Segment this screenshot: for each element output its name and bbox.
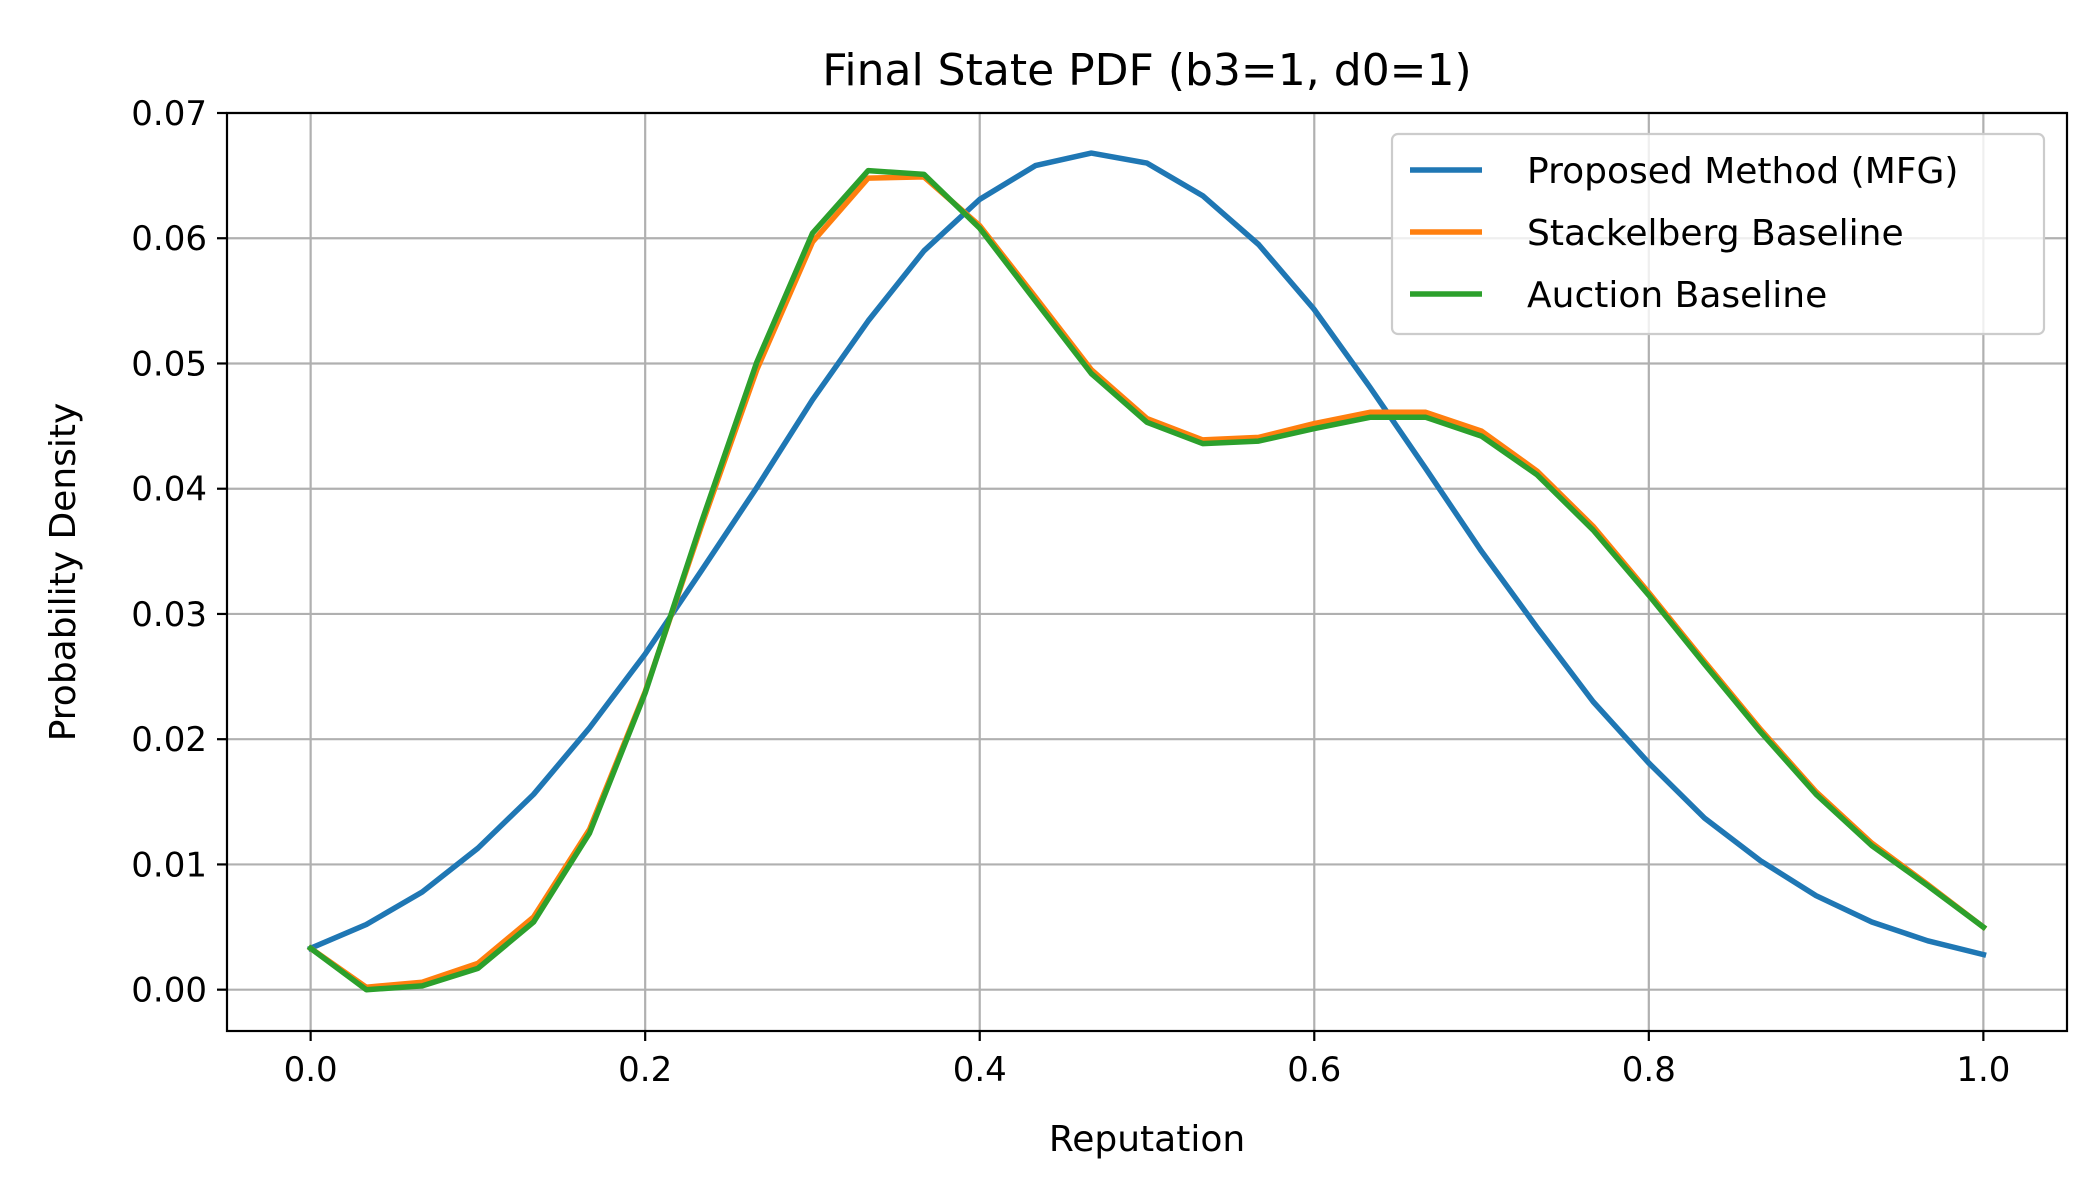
legend-box (1390, 132, 2046, 336)
x-tick-label: 0.6 (1287, 1050, 1341, 1090)
x-tick-label: 0.8 (1622, 1050, 1676, 1090)
chart-title: Final State PDF (b3=1, d0=1) (822, 45, 1471, 96)
y-tick-label: 0.01 (131, 845, 207, 885)
y-tick-label: 0.07 (131, 94, 207, 134)
y-tick-label: 0.03 (131, 595, 207, 635)
x-axis-label: Reputation (1049, 1119, 1245, 1160)
legend: Proposed Method (MFG) Stackelberg Baselin… (1390, 132, 2046, 336)
axis-ticks: 0.0 0.2 0.4 0.6 0.8 1.0 0.00 0.01 0.02 0.03 0.04 0.… (131, 94, 2010, 1090)
y-tick-label: 0.04 (131, 470, 207, 510)
y-axis-label: Probability Density (43, 403, 84, 742)
x-tick-label: 1.0 (1956, 1050, 2010, 1090)
legend-label: Stackelberg Baseline (1527, 213, 1904, 254)
legend-label: Proposed Method (MFG) (1527, 151, 1958, 192)
y-tick-label: 0.00 (131, 971, 207, 1011)
y-tick-label: 0.06 (131, 219, 207, 259)
series-line-3 (306, 167, 1988, 993)
y-tick-label: 0.02 (131, 720, 207, 760)
x-tick-label: 0.4 (953, 1050, 1007, 1090)
plot-frame (225, 111, 2069, 1033)
y-tick-label: 0.05 (131, 344, 207, 384)
series-group (306, 150, 1988, 993)
series-line-1 (306, 150, 1987, 958)
x-tick-label: 0.0 (284, 1050, 338, 1090)
legend-label: Auction Baseline (1527, 275, 1827, 316)
x-tick-label: 0.2 (618, 1050, 672, 1090)
